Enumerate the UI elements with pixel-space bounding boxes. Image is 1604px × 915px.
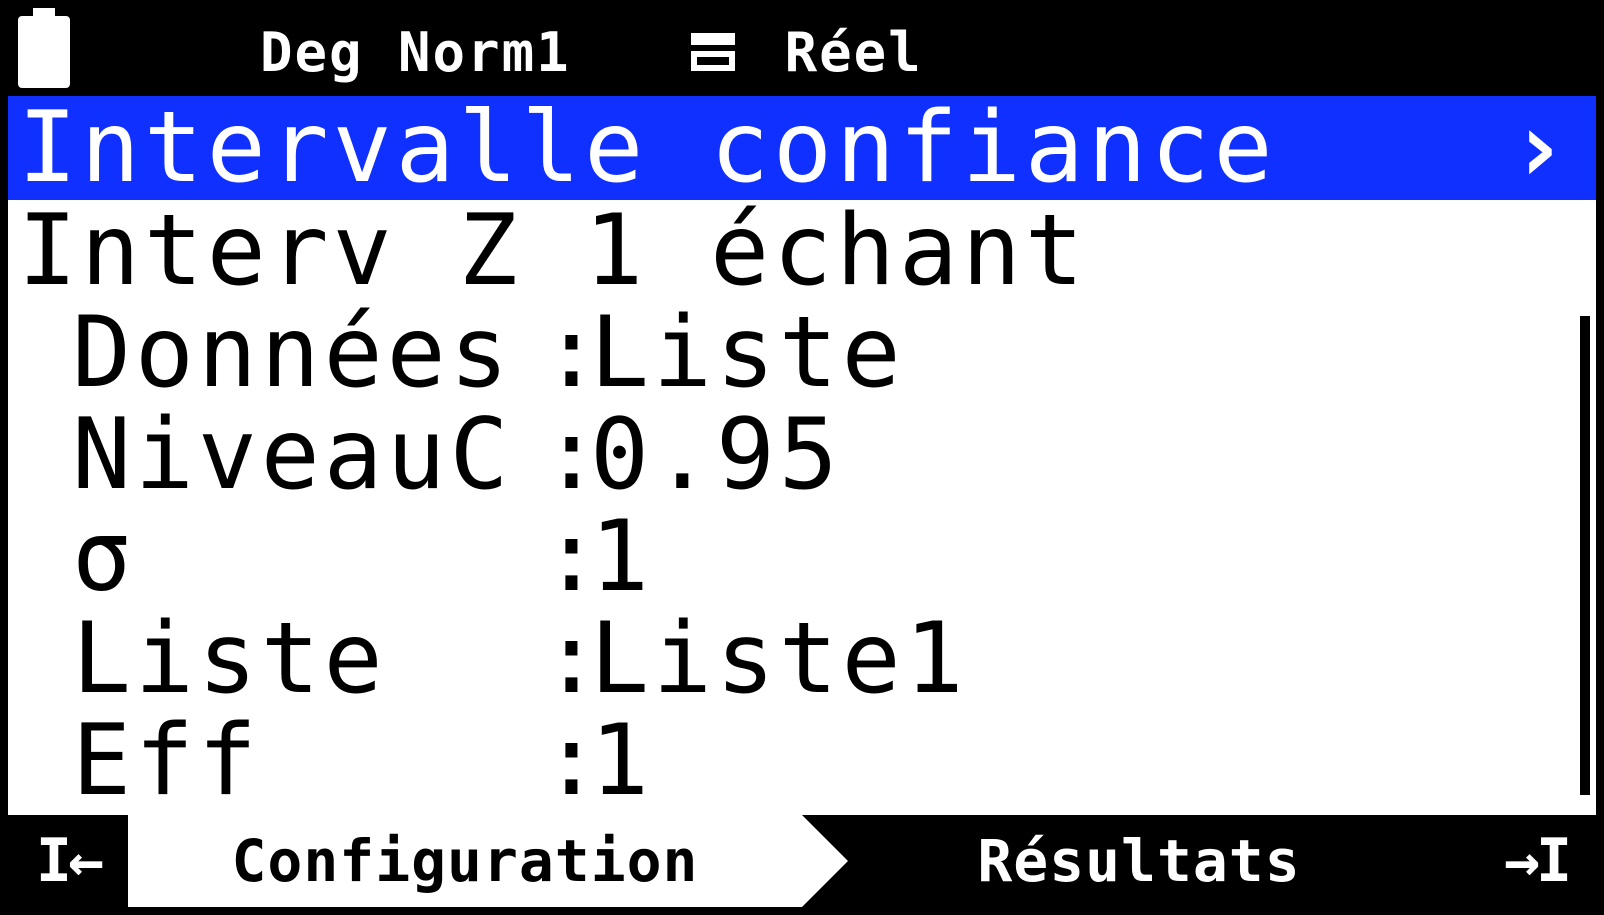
param-label: Eff	[72, 710, 542, 812]
colon: :	[542, 710, 590, 812]
tab-label: Configuration	[232, 827, 699, 895]
param-label: NiveauC	[72, 404, 542, 506]
parameter-list: Données:ListeNiveauC:0.95σ:1Liste:Liste1…	[8, 302, 1596, 812]
colon: :	[542, 404, 590, 506]
menu-title-text: Intervalle confiance	[18, 96, 1276, 200]
param-row[interactable]: Données:Liste	[72, 302, 1596, 404]
arrow-first-icon: I←	[36, 826, 100, 896]
tab-bar: I← Configuration Résultats →I	[8, 815, 1596, 907]
display-mode-icon	[691, 33, 735, 71]
param-row[interactable]: NiveauC:0.95	[72, 404, 1596, 506]
status-mode: Deg Norm1	[260, 21, 571, 84]
menu-title-selected[interactable]: Intervalle confiance ›	[8, 96, 1596, 200]
param-label: Données	[72, 302, 542, 404]
chevron-right-icon: ›	[1509, 96, 1596, 200]
battery-icon	[18, 16, 70, 88]
param-row[interactable]: Eff:1	[72, 710, 1596, 812]
tab-label: Résultats	[977, 827, 1300, 895]
arrow-last-icon: →I	[1504, 826, 1568, 896]
param-value: Liste	[590, 302, 1596, 404]
param-row[interactable]: Liste:Liste1	[72, 608, 1596, 710]
param-value: 0.95	[590, 404, 1596, 506]
param-label: Liste	[72, 608, 542, 710]
status-domain: Réel	[785, 21, 923, 84]
colon: :	[542, 302, 590, 404]
param-value: 1	[590, 710, 1596, 812]
colon: :	[542, 608, 590, 710]
param-row[interactable]: σ:1	[72, 506, 1596, 608]
status-bar: Deg Norm1 Réel	[8, 8, 1596, 96]
param-label: σ	[72, 506, 542, 608]
calculator-screen: Deg Norm1 Réel Intervalle confiance › In…	[8, 8, 1596, 907]
content-area: Interv Z 1 échant Données:ListeNiveauC:0…	[8, 200, 1596, 815]
tab-prev-button[interactable]: I←	[8, 815, 128, 907]
scroll-indicator[interactable]	[1580, 316, 1590, 795]
tab-next-button[interactable]: →I	[1476, 815, 1596, 907]
colon: :	[542, 506, 590, 608]
tab-results[interactable]: Résultats	[802, 815, 1476, 907]
param-value: Liste1	[590, 608, 1596, 710]
tab-configuration[interactable]: Configuration	[128, 815, 802, 907]
param-value: 1	[590, 506, 1596, 608]
screen-subtitle: Interv Z 1 échant	[8, 200, 1596, 302]
